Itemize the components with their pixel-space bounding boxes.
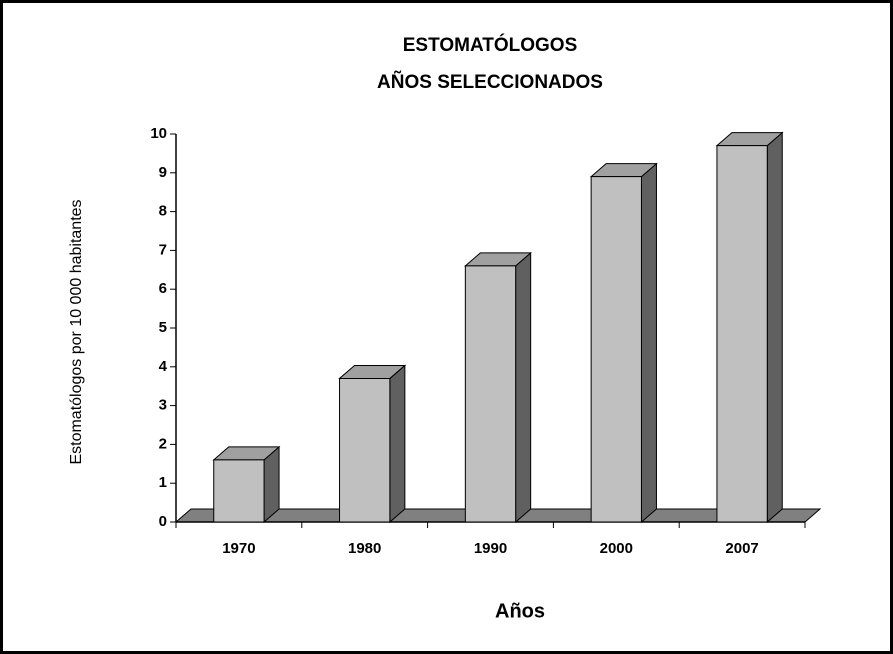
y-tick-label: 7 xyxy=(159,241,167,258)
bar-front xyxy=(213,459,265,523)
y-tick-label: 6 xyxy=(159,280,167,297)
x-tick-label: 2000 xyxy=(600,540,633,557)
bar xyxy=(589,162,658,524)
bar xyxy=(212,445,281,524)
y-tick-label: 8 xyxy=(159,203,167,220)
x-tick-label: 1990 xyxy=(474,540,507,557)
y-tick-label: 5 xyxy=(159,319,167,336)
x-tick-label: 1970 xyxy=(222,540,255,557)
bar-side xyxy=(515,251,532,524)
chart-subtitle: AÑOS SELECCIONADOS xyxy=(377,71,603,93)
y-tick-label: 2 xyxy=(159,435,167,452)
y-tick-label: 4 xyxy=(159,358,168,375)
bar-side xyxy=(640,162,657,524)
bar-front xyxy=(464,265,517,523)
y-tick-label: 10 xyxy=(150,125,167,142)
bar-side xyxy=(766,131,783,524)
bar xyxy=(463,251,533,524)
x-tick-label: 1980 xyxy=(348,540,381,557)
bar-side xyxy=(389,364,406,524)
x-axis-label: Años xyxy=(495,600,545,622)
y-tick-label: 1 xyxy=(159,474,167,491)
chart-title: ESTOMATÓLOGOS xyxy=(403,34,578,56)
y-tick-label: 9 xyxy=(159,164,167,181)
y-axis-label: Estomatólogos por 10 000 habitantes xyxy=(68,199,85,464)
y-tick-label: 0 xyxy=(159,513,167,530)
bar-front xyxy=(590,176,642,523)
bar-front xyxy=(716,145,768,523)
bar-front xyxy=(339,377,391,523)
bar xyxy=(338,364,407,524)
y-tick-label: 3 xyxy=(159,397,167,414)
bar xyxy=(715,131,784,524)
x-tick-label: 2007 xyxy=(725,540,758,557)
